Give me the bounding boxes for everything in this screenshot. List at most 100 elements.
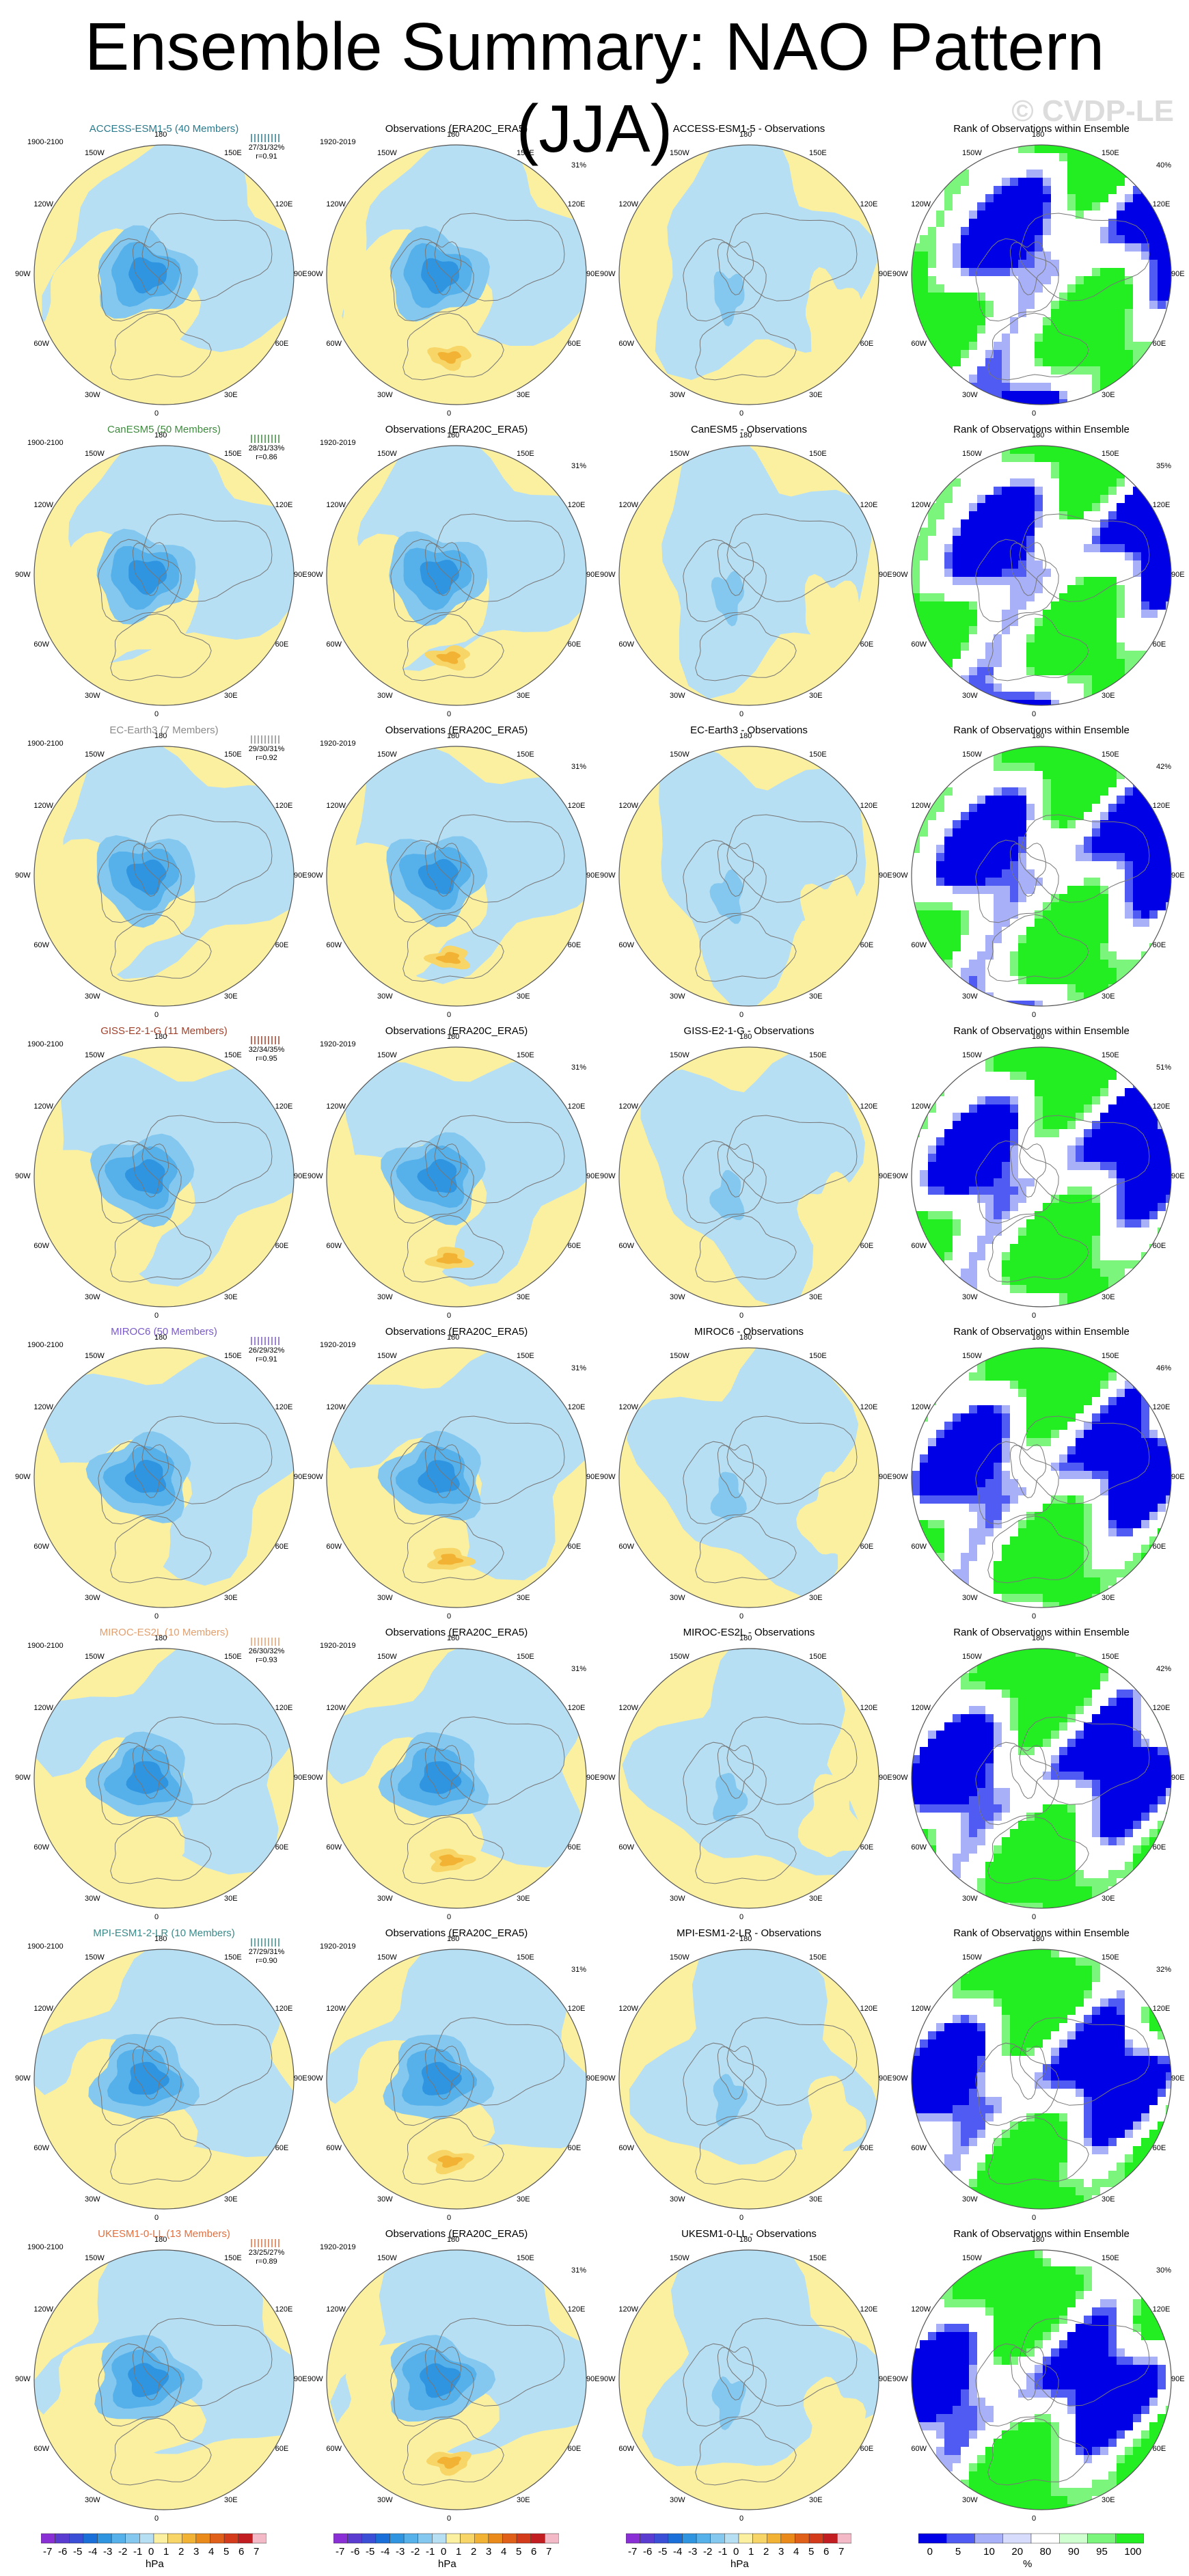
panel-title: UKESM1-0-LL - Observations — [681, 2228, 817, 2240]
colorbar-swatch — [1002, 2533, 1032, 2544]
lon-label: 90E — [879, 2074, 892, 2083]
lon-label: 60W — [618, 2445, 634, 2453]
lon-label: 90E — [294, 2375, 308, 2383]
lon-label: 0 — [447, 1913, 452, 1921]
lon-label: 30E — [224, 2195, 238, 2204]
pattern-percent: 31% — [571, 1364, 587, 1372]
lon-label: 120E — [275, 802, 293, 810]
lon-label: 150E — [809, 149, 827, 158]
lon-label: 60W — [911, 1843, 927, 1852]
lon-label: 120E — [567, 501, 586, 509]
polar-map — [33, 1347, 295, 1608]
lon-label: 90E — [586, 1774, 600, 1782]
colorbar-swatch — [640, 2533, 655, 2544]
lon-label: 120W — [618, 2305, 639, 2314]
lon-label: 90W — [308, 270, 323, 278]
lon-label: 30E — [809, 2195, 823, 2204]
lon-label: 150E — [224, 2254, 242, 2263]
lon-label: 120E — [1152, 1704, 1171, 1712]
colorbar-tick-label: 4 — [208, 2546, 215, 2558]
lon-label: 0 — [1032, 2514, 1037, 2523]
lon-label: 150W — [377, 2254, 397, 2263]
lon-label: 0 — [154, 2514, 159, 2523]
lon-label: 120E — [275, 1403, 293, 1411]
lon-label: 180 — [739, 131, 752, 139]
polar-map — [618, 1046, 879, 1307]
lon-label: 150E — [1102, 450, 1119, 459]
lon-label: 150E — [809, 1352, 827, 1361]
lon-label: 60E — [1152, 2445, 1166, 2453]
lon-label: 30W — [670, 1894, 685, 1903]
pattern-percent-stat: 27/31/32% — [248, 144, 285, 152]
colorbar-tick-label: 5 — [808, 2546, 815, 2558]
lon-label: 60E — [275, 2144, 289, 2152]
lon-label: 60E — [1152, 1543, 1166, 1551]
obs-map-panel: Observations (ERA20C_ERA5) 1920-2019 31% 18… — [308, 1326, 600, 1621]
lon-label: 150W — [85, 2254, 105, 2263]
model-map-panel: MIROC6 (50 Members) 1900-2100 26/29/32% r=0… — [15, 1326, 308, 1621]
pattern-percent: 42% — [1156, 763, 1172, 771]
obs-map-panel: Observations (ERA20C_ERA5) 1920-2019 31% 18… — [308, 2228, 600, 2523]
lon-label: 150E — [517, 2254, 534, 2263]
lon-label: 90E — [1171, 1774, 1185, 1782]
colorbar-swatch — [654, 2533, 669, 2544]
lon-label: 0 — [739, 1913, 744, 1921]
lon-label: 30W — [962, 390, 978, 399]
lon-label: 30E — [809, 390, 823, 399]
colorbar-swatch — [210, 2533, 225, 2544]
colorbar-tick-label: 0 — [441, 2546, 447, 2558]
lon-label: 0 — [1032, 2214, 1037, 2222]
colorbar-swatch — [823, 2533, 838, 2544]
lon-label: 120W — [618, 200, 639, 208]
lon-label: 30E — [1102, 691, 1115, 700]
colorbar-tick-label: 10 — [983, 2546, 995, 2558]
lon-label: 30W — [670, 691, 685, 700]
lon-label: 0 — [1032, 409, 1037, 418]
lon-label: 180 — [154, 1033, 167, 1041]
lon-label: 120W — [618, 1102, 639, 1111]
member-ticks — [251, 134, 279, 142]
polar-map — [618, 746, 879, 1007]
lon-label: 90W — [308, 1172, 323, 1180]
colorbar-tick-label: 7 — [546, 2546, 552, 2558]
colorbar-swatch — [516, 2533, 531, 2544]
lon-label: 150E — [224, 1051, 242, 1060]
polar-map — [326, 746, 587, 1007]
lon-label: 0 — [1032, 1913, 1037, 1921]
lon-label: 0 — [739, 1312, 744, 1320]
lon-label: 60W — [326, 1543, 342, 1551]
lon-label: 60W — [618, 2144, 634, 2152]
colorbar-rank: 0 5 10 20 80 90 95 100% — [918, 2532, 1145, 2573]
lon-label: 60W — [911, 2144, 927, 2152]
lon-label: 0 — [739, 2214, 744, 2222]
panel-title: Rank of Observations within Ensemble — [953, 1627, 1130, 1638]
rank-map-panel: Rank of Observations within Ensemble 42% 1… — [892, 1627, 1185, 1921]
lon-label: 120E — [860, 501, 878, 509]
lon-label: 90W — [600, 270, 616, 278]
lon-label: 90E — [294, 1473, 308, 1481]
lon-label: 90W — [15, 270, 31, 278]
panel-title: Rank of Observations within Ensemble — [953, 1326, 1130, 1338]
lon-label: 180 — [447, 732, 460, 740]
lon-label: 30W — [962, 1894, 978, 1903]
lon-label: 90W — [308, 1473, 323, 1481]
lon-label: 120E — [567, 802, 586, 810]
lon-label: 30W — [85, 390, 100, 399]
polar-map — [33, 445, 295, 706]
lon-label: 120E — [860, 1102, 878, 1111]
lon-label: 150E — [809, 2254, 827, 2263]
lon-label: 180 — [447, 431, 460, 439]
lon-label: 60W — [326, 1242, 342, 1250]
diff-map-panel: MIROC-ES2L - Observations 180 150E 120E 90E 6… — [600, 1627, 892, 1921]
lon-label: 60W — [326, 640, 342, 649]
diff-map-panel: UKESM1-0-LL - Observations 180 150E 120E 90E… — [600, 2228, 892, 2523]
lon-label: 120E — [860, 2005, 878, 2013]
lon-label: 120W — [33, 1704, 54, 1712]
lon-label: 0 — [447, 2514, 452, 2523]
lon-label: 30E — [224, 1292, 238, 1301]
lon-label: 60E — [1152, 640, 1166, 649]
lon-label: 60W — [911, 340, 927, 348]
colorbar-swatch — [432, 2533, 447, 2544]
colorbar-swatch — [946, 2533, 975, 2544]
lon-label: 150W — [962, 1653, 982, 1662]
